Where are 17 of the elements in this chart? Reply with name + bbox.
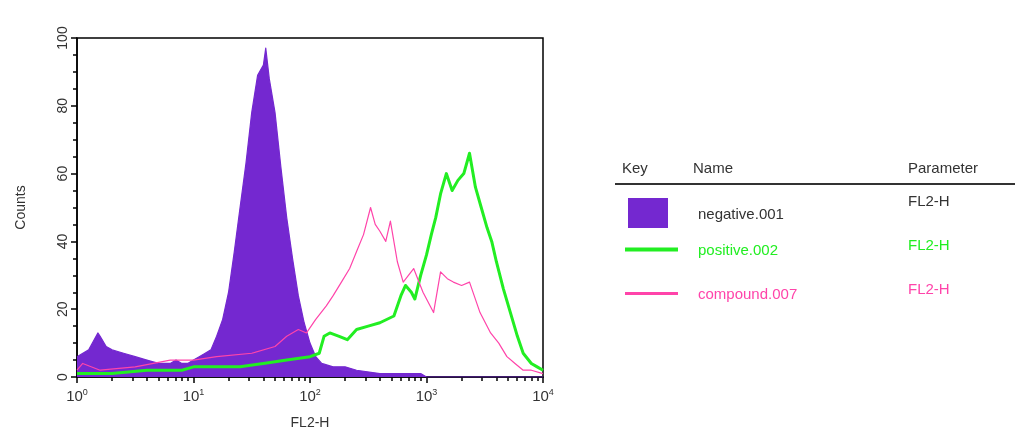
text: FL2-H [908,236,950,253]
text: Name [693,159,734,176]
x-axis-title: FL2-H [290,414,330,430]
y-axis-title: Counts [12,185,28,230]
text: Key [622,159,649,176]
legend-label: positive.002 [698,241,779,258]
y-tick-label: 20 [54,301,70,317]
legend-label: negative.001 [698,204,784,222]
text: FL2-H [908,192,950,209]
y-tick-label: 40 [54,233,70,250]
y-tick-label: 80 [54,97,70,114]
y-tick-label: 0 [54,372,70,381]
y-tick-label: 60 [54,165,70,182]
y-tick-label: 100 [54,26,70,50]
text: FL2-H [908,280,950,297]
legend-label: compound.007 [698,285,798,302]
text: Parameter [908,159,979,176]
